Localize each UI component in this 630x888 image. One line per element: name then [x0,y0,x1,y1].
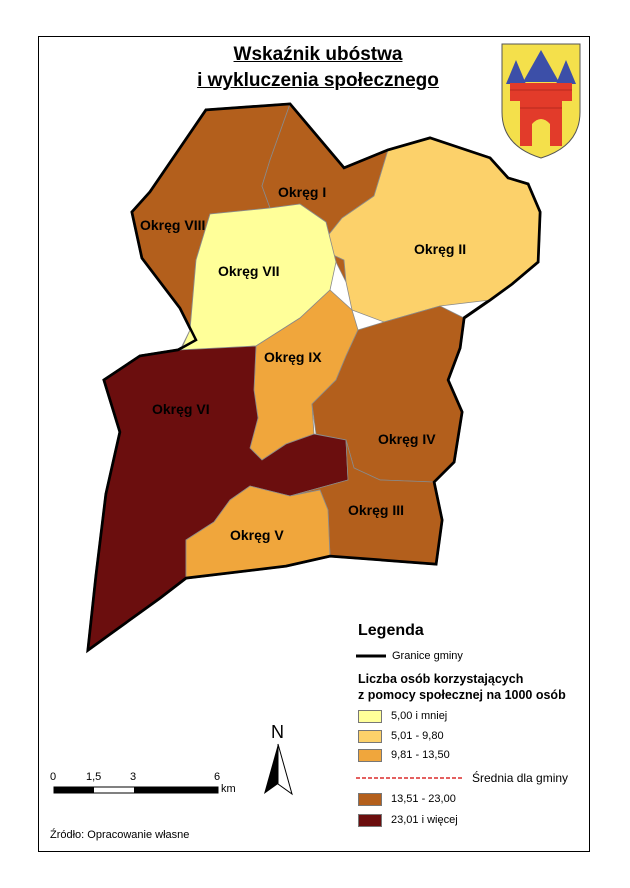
scale-tick-1: 1,5 [86,771,102,783]
legend-subtitle-line2: z pomocy społecznej na 1000 osób [358,688,566,702]
legend-swatch-2 [358,730,382,743]
scale-unit: km [221,783,236,795]
legend-swatch-1 [358,710,382,723]
legend-class-1: 5,00 i mniej [391,710,448,722]
scale-tick-0: 0 [50,771,57,783]
legend-class-4: 13,51 - 23,00 [391,793,456,805]
district-label-ix: Okręg IX [264,349,322,365]
legend-class-3: 9,81 - 13,50 [391,749,450,761]
legend-swatch-5 [358,814,382,827]
legend-class-5: 23,01 i więcej [391,814,458,826]
legend-subtitle: Liczba osób korzystających z pomocy społ… [358,671,566,703]
legend-class-2: 5,01 - 9,80 [391,730,444,742]
scale-tick-3: 6 [214,771,221,783]
north-arrow-icon [264,743,293,796]
legend-subtitle-line1: Liczba osób korzystających [358,672,524,686]
legend-swatch-3 [358,749,382,762]
district-label-viii: Okręg VIII [140,217,205,233]
legend-swatch-4 [358,793,382,806]
north-arrow-label: N [271,722,284,742]
municipality-boundary [86,102,542,653]
legend-title: Legenda [358,622,424,639]
district-label-vii: Okręg VII [218,263,279,279]
map-frame [38,36,590,852]
scale-bar [53,786,219,794]
district-label-i: Okręg I [278,184,326,200]
district-label-iv: Okręg IV [378,431,436,447]
map-title-line1: Wskaźnik ubóstwa [233,44,403,65]
district-label-vi: Okręg VI [152,401,210,417]
district-label-iii: Okręg III [348,502,404,518]
legend-average-label: Średnia dla gminy [472,771,569,785]
map-title-line2: i wykluczenia społecznego [197,70,439,91]
district-label-v: Okręg V [230,527,284,543]
scale-tick-2: 3 [130,771,137,783]
district-label-ii: Okręg II [414,241,466,257]
source-note: Źródło: Opracowanie własne [50,829,190,841]
coat-of-arms-icon [501,43,581,159]
legend-boundary-label: Granice gminy [392,650,463,662]
